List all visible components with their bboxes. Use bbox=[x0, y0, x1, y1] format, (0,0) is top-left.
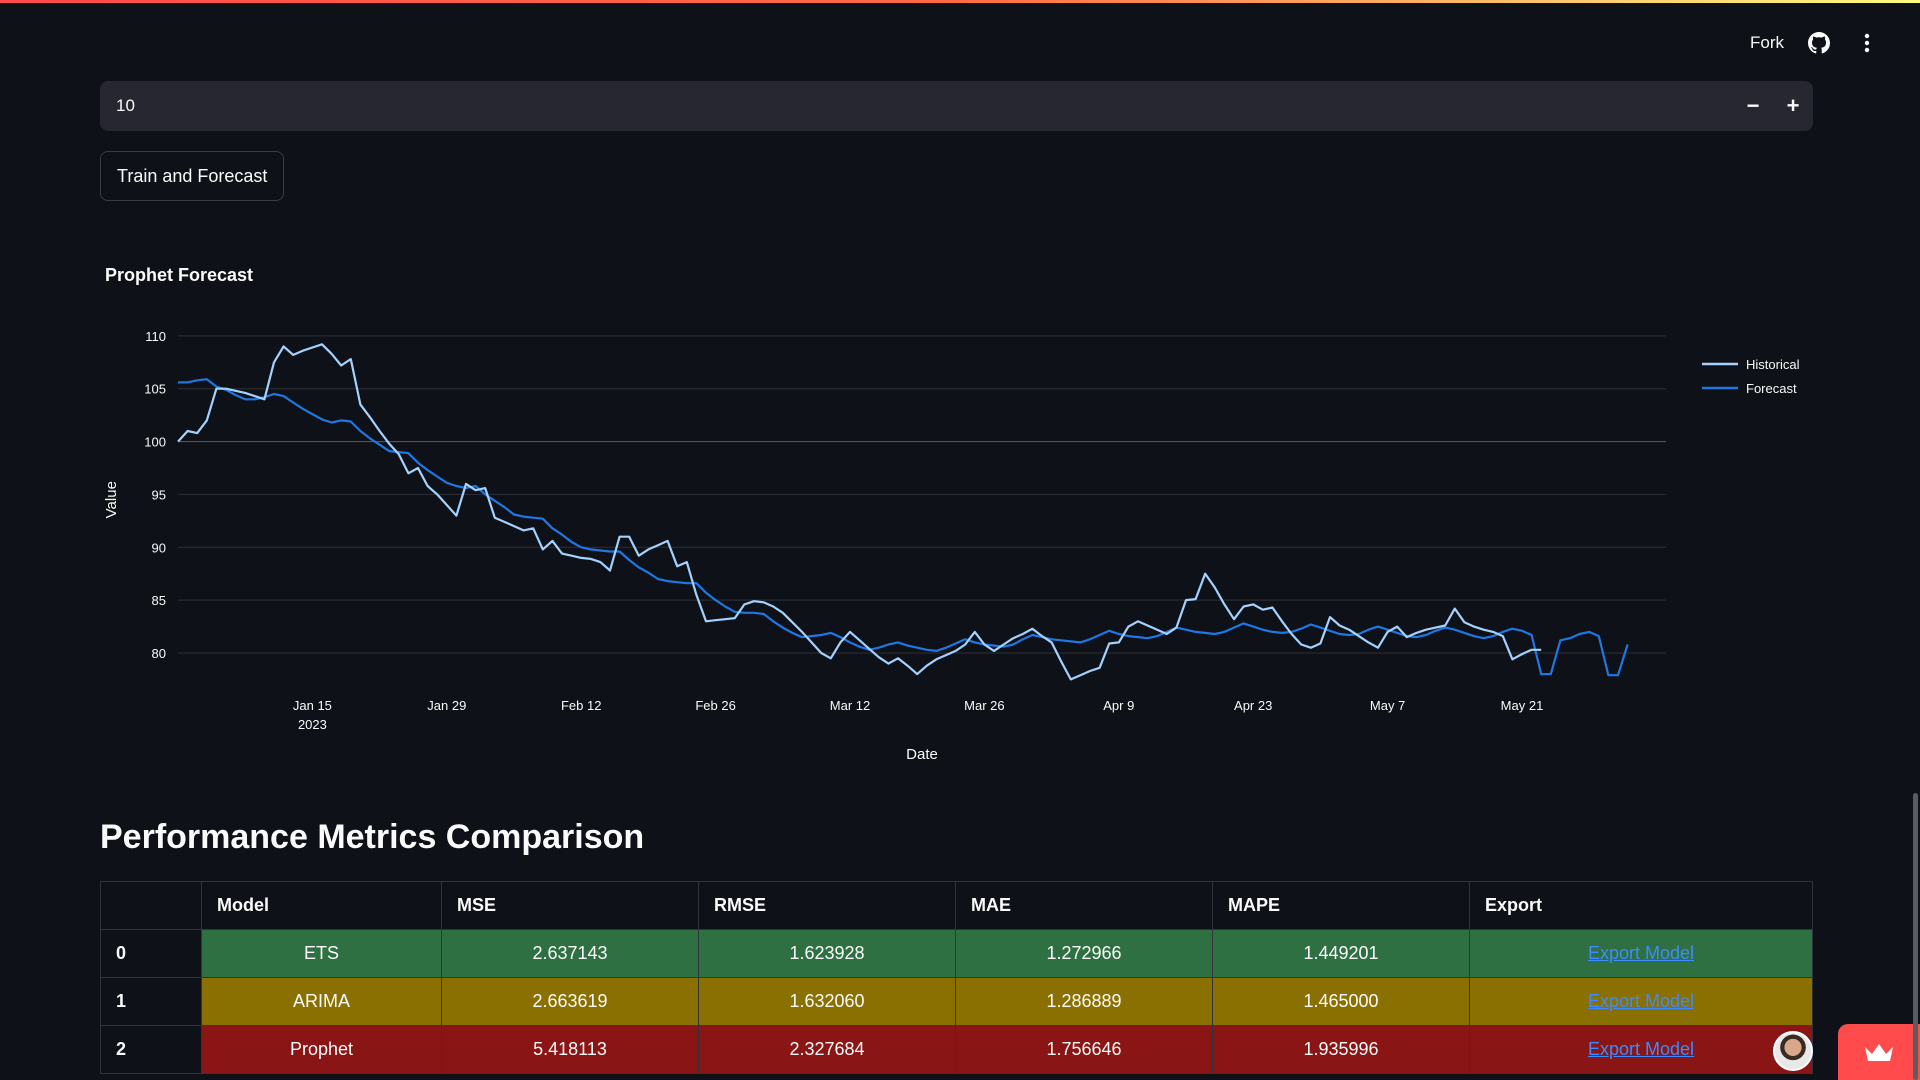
column-header-mape: MAPE bbox=[1212, 881, 1470, 930]
row-index: 2 bbox=[100, 1025, 202, 1074]
y-tick-label: 100 bbox=[144, 435, 166, 450]
metrics-table-body: 0 ETS 2.637143 1.623928 1.272966 1.449201 Expo… bbox=[100, 929, 1813, 1074]
cell-rmse: 1.632060 bbox=[698, 977, 956, 1026]
y-tick-label: 95 bbox=[152, 487, 166, 502]
prophet-forecast-chart[interactable]: 110 105 100 95 90 85 80 Jan 15 2023 Jan 29 Feb 12 F… bbox=[100, 320, 1820, 770]
github-icon[interactable] bbox=[1806, 30, 1832, 56]
x-tick-label: Feb 12 bbox=[561, 698, 601, 713]
y-tick-label: 105 bbox=[144, 382, 166, 397]
x-tick-label: Feb 26 bbox=[695, 698, 735, 713]
cell-model: Prophet bbox=[201, 1025, 442, 1074]
x-tick-label: Apr 23 bbox=[1234, 698, 1272, 713]
cell-mae: 1.286889 bbox=[955, 977, 1213, 1026]
table-header-row: Model MSE RMSE MAE MAPE Export bbox=[100, 881, 1813, 930]
cell-export: Export Model bbox=[1469, 1025, 1813, 1074]
cell-mse: 2.663619 bbox=[441, 977, 699, 1026]
cell-mse: 5.418113 bbox=[441, 1025, 699, 1074]
x-tick-label: Mar 12 bbox=[830, 698, 870, 713]
metrics-table: Model MSE RMSE MAE MAPE Export 0 ETS 2.637… bbox=[100, 881, 1813, 1074]
x-tick-label: Apr 9 bbox=[1103, 698, 1134, 713]
top-decoration-bar bbox=[0, 0, 1920, 3]
series-line-forecast[interactable] bbox=[178, 378, 1629, 677]
cell-rmse: 1.623928 bbox=[698, 929, 956, 978]
table-row: 1 ARIMA 2.663619 1.632060 1.286889 1.465000 Ex… bbox=[100, 977, 1813, 1026]
cell-mse: 2.637143 bbox=[441, 929, 699, 978]
x-tick-label: May 21 bbox=[1501, 698, 1544, 713]
table-row: 0 ETS 2.637143 1.623928 1.272966 1.449201 Expo… bbox=[100, 929, 1813, 978]
cell-model: ARIMA bbox=[201, 977, 442, 1026]
cell-export: Export Model bbox=[1469, 977, 1813, 1026]
y-axis-label: Value bbox=[103, 481, 120, 518]
column-header-mae: MAE bbox=[955, 881, 1213, 930]
table-row: 2 Prophet 5.418113 2.327684 1.756646 1.935996… bbox=[100, 1025, 1813, 1074]
x-tick-label: Mar 26 bbox=[964, 698, 1004, 713]
series-line-historical[interactable] bbox=[177, 343, 1542, 681]
cell-export: Export Model bbox=[1469, 929, 1813, 978]
y-tick-label: 80 bbox=[152, 646, 166, 661]
y-tick-label: 90 bbox=[152, 540, 166, 555]
page-scrollbar[interactable] bbox=[1913, 793, 1918, 1080]
export-model-link[interactable]: Export Model bbox=[1587, 991, 1695, 1011]
increment-button[interactable]: + bbox=[1786, 93, 1800, 118]
cell-mape: 1.935996 bbox=[1212, 1025, 1470, 1074]
cell-rmse: 2.327684 bbox=[698, 1025, 956, 1074]
x-tick-label: Jan 29 bbox=[427, 698, 466, 713]
cell-mape: 1.449201 bbox=[1212, 929, 1470, 978]
x-tick-sublabel: 2023 bbox=[298, 717, 327, 732]
legend-label[interactable]: Forecast bbox=[1746, 381, 1797, 396]
column-header-index bbox=[100, 881, 202, 930]
column-header-model: Model bbox=[201, 881, 442, 930]
cell-mae: 1.756646 bbox=[955, 1025, 1213, 1074]
x-axis-label: Date bbox=[906, 746, 938, 763]
kebab-menu-icon[interactable] bbox=[1854, 30, 1880, 56]
column-header-rmse: RMSE bbox=[698, 881, 956, 930]
decrement-button[interactable]: − bbox=[1746, 93, 1760, 118]
legend-label[interactable]: Historical bbox=[1746, 357, 1800, 372]
export-model-link[interactable]: Export Model bbox=[1587, 943, 1695, 963]
cell-mape: 1.465000 bbox=[1212, 977, 1470, 1026]
train-and-forecast-button[interactable]: Train and Forecast bbox=[100, 151, 285, 201]
cell-mae: 1.272966 bbox=[955, 929, 1213, 978]
metrics-heading: Performance Metrics Comparison bbox=[100, 818, 645, 856]
column-header-mse: MSE bbox=[441, 881, 699, 930]
y-tick-label: 110 bbox=[145, 329, 166, 344]
row-index: 1 bbox=[100, 977, 202, 1026]
export-model-link[interactable]: Export Model bbox=[1587, 1039, 1695, 1059]
y-tick-label: 85 bbox=[152, 593, 166, 608]
fork-button[interactable]: Fork bbox=[1750, 33, 1784, 52]
column-header-export: Export bbox=[1469, 881, 1813, 930]
number-input-field[interactable] bbox=[100, 96, 1733, 116]
cell-model: ETS bbox=[201, 929, 442, 978]
x-tick-label: Jan 15 bbox=[293, 698, 332, 713]
forecast-periods-number-input: − + bbox=[100, 81, 1813, 131]
x-tick-label: May 7 bbox=[1370, 698, 1405, 713]
user-avatar[interactable] bbox=[1773, 1031, 1813, 1071]
streamlit-crown-icon[interactable] bbox=[1838, 1024, 1920, 1080]
app-header-actions: Fork bbox=[1750, 30, 1880, 56]
row-index: 0 bbox=[100, 929, 202, 978]
chart-title: Prophet Forecast bbox=[105, 265, 254, 285]
